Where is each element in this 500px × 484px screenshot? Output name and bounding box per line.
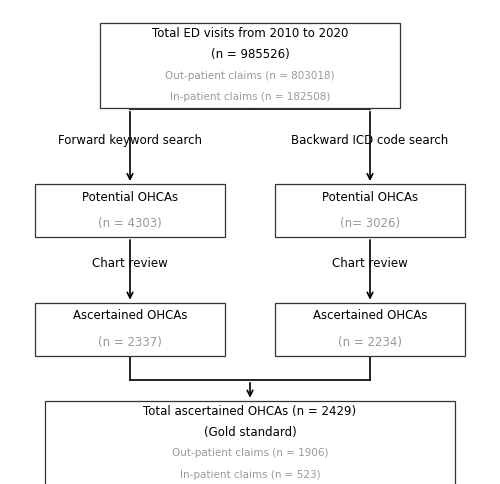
FancyBboxPatch shape: [35, 184, 225, 237]
Text: Ascertained OHCAs: Ascertained OHCAs: [313, 309, 427, 322]
FancyBboxPatch shape: [45, 401, 455, 484]
Text: (n = 985526): (n = 985526): [210, 48, 290, 61]
FancyBboxPatch shape: [275, 302, 465, 356]
Text: Ascertained OHCAs: Ascertained OHCAs: [73, 309, 187, 322]
FancyBboxPatch shape: [35, 302, 225, 356]
Text: Chart review: Chart review: [332, 257, 408, 270]
Text: Out-patient claims (n = 803018): Out-patient claims (n = 803018): [165, 71, 335, 81]
Text: Chart review: Chart review: [92, 257, 168, 270]
Text: Backward ICD code search: Backward ICD code search: [292, 134, 448, 147]
Text: (Gold standard): (Gold standard): [204, 426, 296, 439]
Text: (n= 3026): (n= 3026): [340, 217, 400, 230]
Text: Total ED visits from 2010 to 2020: Total ED visits from 2010 to 2020: [152, 27, 348, 40]
Text: In-patient claims (n = 523): In-patient claims (n = 523): [180, 469, 320, 480]
FancyBboxPatch shape: [275, 184, 465, 237]
Text: Out-patient claims (n = 1906): Out-patient claims (n = 1906): [172, 449, 328, 458]
Text: Forward keyword search: Forward keyword search: [58, 134, 202, 147]
Text: (n = 4303): (n = 4303): [98, 217, 162, 230]
Text: Potential OHCAs: Potential OHCAs: [82, 191, 178, 204]
Text: (n = 2234): (n = 2234): [338, 336, 402, 349]
Text: Total ascertained OHCAs (n = 2429): Total ascertained OHCAs (n = 2429): [144, 405, 356, 418]
FancyBboxPatch shape: [100, 23, 400, 107]
Text: Potential OHCAs: Potential OHCAs: [322, 191, 418, 204]
Text: (n = 2337): (n = 2337): [98, 336, 162, 349]
Text: In-patient claims (n = 182508): In-patient claims (n = 182508): [170, 92, 330, 102]
